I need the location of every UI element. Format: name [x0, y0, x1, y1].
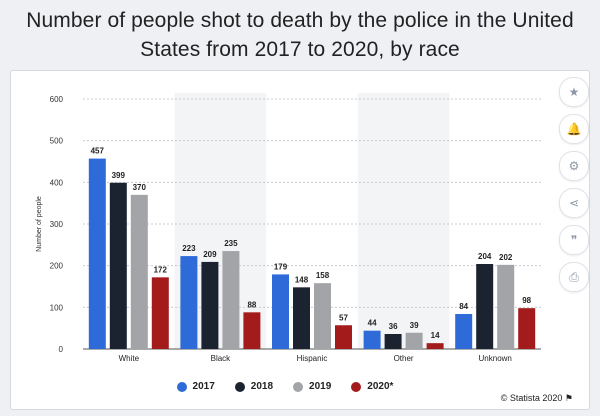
category-band — [357, 93, 450, 349]
y-axis-label: Number of people — [36, 196, 43, 252]
source-credit[interactable]: © Statista 2020 ⚑ — [501, 393, 573, 404]
bar — [363, 330, 381, 349]
bar — [293, 287, 310, 349]
legend-item[interactable]: 2017 — [176, 381, 215, 392]
legend-label: 2020* — [367, 381, 394, 392]
legend-swatch — [176, 381, 187, 392]
data-label: 39 — [410, 321, 419, 330]
bar — [497, 264, 515, 349]
data-label: 172 — [154, 265, 168, 274]
x-tick-label: Black — [211, 354, 232, 363]
data-label: 57 — [339, 313, 348, 322]
data-label: 14 — [431, 331, 440, 340]
data-label: 209 — [203, 250, 217, 259]
share-icon: ⋖ — [568, 196, 580, 210]
data-label: 370 — [133, 183, 147, 192]
legend-item[interactable]: 2018 — [234, 381, 274, 392]
star-icon: ★ — [568, 85, 580, 99]
bar — [335, 325, 352, 349]
bar — [109, 182, 127, 349]
quote-icon: ❞ — [570, 233, 578, 247]
data-label: 179 — [274, 262, 288, 271]
bar — [476, 264, 494, 349]
print-button[interactable]: ⎙ — [559, 262, 589, 292]
source-label: © Statista 2020 — [500, 393, 563, 403]
legend-label: 2017 — [192, 381, 215, 392]
bar — [518, 308, 536, 349]
legend-label: 2018 — [250, 381, 274, 392]
data-label: 457 — [91, 147, 105, 156]
gear-icon: ⚙ — [568, 159, 580, 173]
star-button[interactable]: ★ — [559, 77, 589, 107]
bar — [314, 283, 331, 349]
y-tick-label: 0 — [59, 345, 64, 354]
y-tick-label: 100 — [50, 303, 64, 312]
legend-swatch — [293, 381, 304, 392]
data-label: 223 — [182, 244, 196, 253]
legend-label: 2019 — [309, 381, 332, 392]
chart-title: Number of people shot to death by the po… — [26, 9, 574, 61]
data-label: 202 — [499, 253, 513, 262]
legend-item[interactable]: 2019 — [293, 381, 331, 392]
legend-swatch — [351, 381, 362, 392]
bar — [405, 332, 423, 349]
bar — [222, 251, 240, 349]
legend-item[interactable]: 2020* — [351, 381, 393, 392]
bar — [130, 194, 148, 349]
data-label: 98 — [522, 296, 531, 305]
x-tick-label: Hispanic — [297, 354, 328, 363]
data-label: 88 — [247, 300, 256, 309]
quote-button[interactable]: ❞ — [559, 225, 589, 255]
sidebar-tools: ★ 🔔 ⚙ ⋖ ❞ ⎙ — [559, 77, 589, 299]
y-tick-label: 600 — [50, 95, 64, 104]
data-label: 235 — [224, 239, 238, 248]
share-button[interactable]: ⋖ — [559, 188, 589, 218]
bar — [201, 261, 219, 349]
y-tick-label: 200 — [50, 262, 64, 271]
x-tick-label: White — [119, 354, 140, 363]
x-tick-label: Unknown — [479, 354, 512, 363]
bar — [180, 256, 198, 349]
x-tick-label: Other — [394, 354, 414, 363]
data-label: 36 — [389, 322, 398, 331]
data-label: 204 — [478, 252, 492, 261]
print-icon: ⎙ — [569, 269, 579, 284]
bell-icon: 🔔 — [566, 122, 582, 136]
gear-button[interactable]: ⚙ — [559, 151, 589, 181]
data-label: 84 — [459, 302, 468, 311]
bar — [455, 314, 473, 349]
bar-chart: 0 100 200 300 400 500 600 Number of people 457 39… — [36, 93, 541, 363]
data-label: 148 — [295, 275, 309, 284]
bell-button[interactable]: 🔔 — [559, 114, 589, 144]
y-tick-label: 400 — [50, 178, 64, 187]
data-label: 399 — [112, 171, 126, 180]
bar — [272, 274, 289, 349]
y-tick-label: 300 — [50, 220, 64, 229]
bar — [384, 334, 402, 349]
bar — [88, 158, 106, 349]
chart-card: 0 100 200 300 400 500 600 Number of people 457 39… — [10, 70, 590, 410]
data-label: 158 — [316, 271, 330, 280]
legend: 2017 2018 2019 2020* — [11, 381, 559, 392]
bar — [151, 277, 169, 349]
flag-icon: ⚑ — [564, 393, 573, 403]
legend-swatch — [234, 381, 245, 392]
bar — [426, 343, 444, 349]
bar — [243, 312, 261, 349]
data-label: 44 — [368, 319, 377, 328]
y-tick-label: 500 — [50, 137, 64, 146]
